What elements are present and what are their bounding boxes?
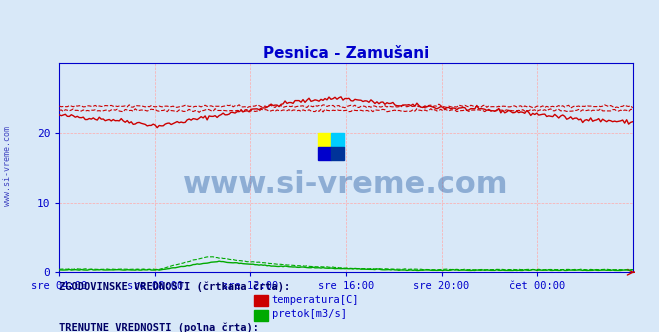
Text: pretok[m3/s]: pretok[m3/s] <box>272 309 347 319</box>
Text: www.si-vreme.com: www.si-vreme.com <box>183 170 509 199</box>
Text: temperatura[C]: temperatura[C] <box>272 295 359 305</box>
FancyBboxPatch shape <box>331 133 344 147</box>
Text: TRENUTNE VREDNOSTI (polna črta):: TRENUTNE VREDNOSTI (polna črta): <box>59 323 259 332</box>
Text: www.si-vreme.com: www.si-vreme.com <box>3 126 13 206</box>
FancyBboxPatch shape <box>318 147 331 160</box>
FancyBboxPatch shape <box>318 133 331 147</box>
FancyBboxPatch shape <box>331 147 344 160</box>
Title: Pesnica - Zamušani: Pesnica - Zamušani <box>263 45 429 60</box>
Text: ZGODOVINSKE VREDNOSTI (črtkana črta):: ZGODOVINSKE VREDNOSTI (črtkana črta): <box>59 282 291 292</box>
